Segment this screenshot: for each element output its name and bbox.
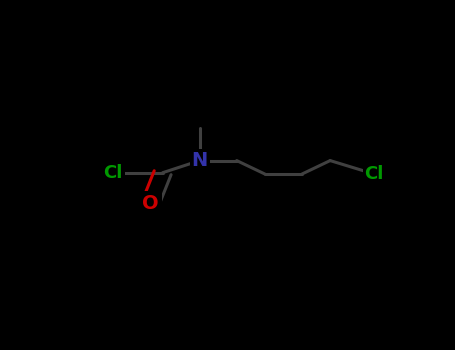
Text: Cl: Cl [104, 164, 123, 182]
Text: N: N [192, 151, 208, 170]
Text: O: O [142, 194, 159, 213]
Text: Cl: Cl [364, 165, 384, 183]
Text: O: O [142, 194, 159, 213]
